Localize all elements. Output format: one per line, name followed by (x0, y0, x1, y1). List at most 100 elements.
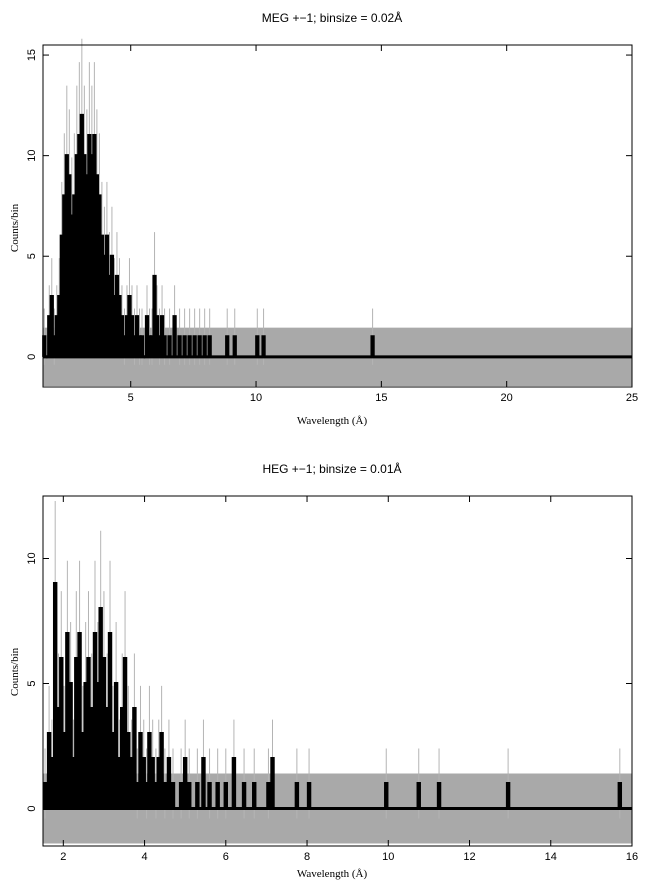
histogram-bin (207, 335, 212, 357)
x-tick-label: 10 (250, 392, 262, 404)
histogram-bin (117, 757, 122, 809)
histogram-bin (83, 682, 88, 809)
x-tick-label: 10 (382, 851, 394, 863)
histogram-bin (95, 682, 101, 809)
histogram-bin (170, 782, 176, 809)
histogram-bin (74, 657, 79, 809)
histogram-bin (266, 782, 271, 809)
histogram-bin (59, 657, 64, 809)
histogram-bin (98, 607, 103, 809)
histogram-bin (306, 782, 312, 809)
x-tick-label: 16 (626, 851, 638, 863)
histogram-bin (68, 682, 73, 809)
meg-plot-frame (42, 44, 633, 388)
histogram-bin (144, 782, 149, 809)
heg-axes: 2 4 6 8 10 12 14 16 0 5 10 (26, 496, 638, 863)
histogram-bin (129, 757, 134, 809)
histogram-bin (132, 707, 137, 809)
meg-plot-area (42, 38, 632, 386)
histogram-bin (119, 707, 125, 809)
histogram-bin (252, 782, 257, 809)
histogram-bin (122, 657, 128, 809)
histogram-bin (416, 782, 421, 809)
histogram-bin (225, 335, 230, 357)
histogram-bin (159, 732, 164, 809)
histogram-bin (65, 632, 70, 809)
histogram-bin (187, 335, 192, 357)
histogram-bin (187, 782, 192, 809)
histogram-bin (261, 335, 266, 357)
y-tick-label: 5 (26, 680, 38, 686)
histogram-bin (150, 757, 155, 809)
heg-plot-area (42, 501, 632, 844)
chart-title: MEG +−1; binsize = 0.02Å (262, 10, 402, 25)
histogram-bin (177, 335, 182, 357)
histogram-bin (223, 782, 229, 809)
x-tick-label: 12 (463, 851, 475, 863)
histogram-bin (80, 732, 86, 809)
histogram-bin (42, 782, 48, 809)
meg-axes: 5 10 15 20 25 0 5 10 15 (26, 45, 638, 404)
histogram-bin (49, 757, 55, 809)
histogram-bin (147, 732, 152, 809)
histogram-bin (77, 632, 82, 809)
histogram-bin (231, 757, 237, 809)
histogram-bin (110, 732, 116, 809)
histogram-bin (104, 707, 110, 809)
histogram-bin (617, 782, 623, 809)
histogram-bin (241, 782, 247, 809)
histogram-bin (113, 682, 119, 809)
histogram-bin (370, 335, 375, 357)
histogram-bin (126, 732, 131, 809)
histogram-bin (232, 335, 237, 357)
histogram-bin (162, 335, 167, 357)
histogram-bin (86, 657, 91, 809)
histogram-bin (207, 782, 212, 809)
histogram-bin (202, 335, 207, 357)
x-axis-label: Wavelength (Å) (297, 415, 368, 427)
histogram-bin (135, 782, 140, 809)
x-axis-label: Wavelength (Å) (297, 868, 368, 880)
y-tick-label: 0 (26, 805, 38, 811)
histogram-bin (153, 782, 159, 809)
histogram-bin (166, 757, 172, 809)
histogram-bin (436, 782, 442, 809)
histogram-bin (92, 632, 98, 809)
y-tick-label: 10 (26, 552, 38, 564)
histogram-bin (107, 632, 113, 809)
x-tick-label: 2 (60, 851, 66, 863)
histogram-bin (89, 707, 94, 809)
histogram-bin (505, 782, 511, 809)
x-tick-label: 25 (626, 392, 638, 404)
histogram-bin (384, 782, 389, 809)
histogram-bin (255, 335, 260, 357)
histogram-bin (61, 732, 67, 809)
histogram-bin (52, 582, 58, 809)
histogram-bin (138, 732, 143, 809)
x-tick-label: 8 (304, 851, 310, 863)
histogram-bin (294, 782, 300, 809)
histogram-bin (141, 757, 146, 809)
histogram-bin (195, 782, 200, 809)
histogram-bin (101, 657, 107, 809)
y-tick-label: 5 (26, 253, 38, 259)
x-tick-label: 15 (375, 392, 387, 404)
histogram-bin (42, 335, 47, 357)
histogram-bin (156, 757, 161, 809)
histogram-bin (215, 782, 220, 809)
chart-title: HEG +−1; binsize = 0.01Å (262, 461, 401, 476)
heg-plot-frame (42, 495, 633, 847)
histogram-bin (201, 757, 206, 809)
histogram-bin (71, 757, 76, 809)
histogram-bin (178, 782, 184, 809)
histogram-bin (182, 757, 188, 809)
y-axis-label: Counts/bin (9, 647, 21, 696)
x-tick-label: 6 (223, 851, 229, 863)
histogram-bin (46, 732, 52, 809)
histogram-bin (182, 335, 187, 357)
histogram-bin (139, 335, 145, 357)
histogram-bin (56, 707, 61, 809)
y-tick-label: 10 (26, 150, 38, 162)
histogram-bin (192, 335, 197, 357)
